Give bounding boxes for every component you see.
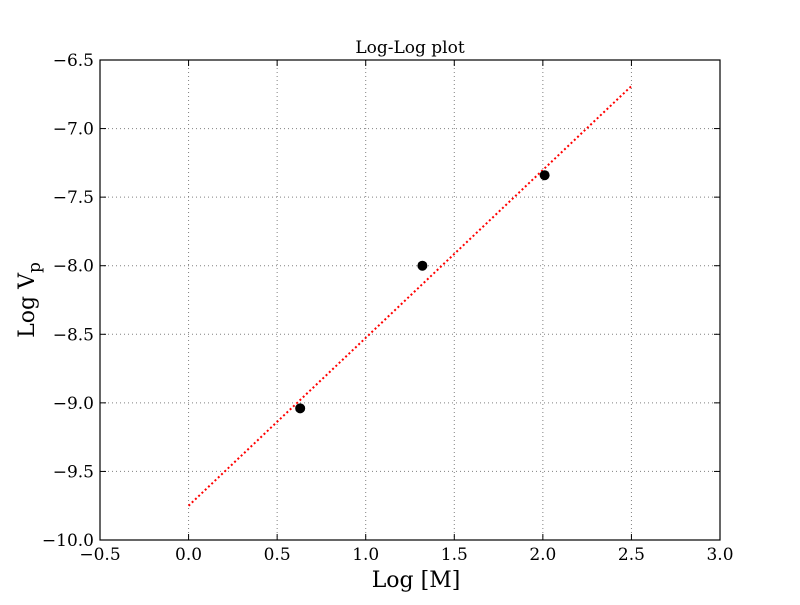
y-axis-title-main: Log V — [15, 272, 40, 338]
data-point — [295, 403, 306, 414]
x-tick-label: 2.0 — [529, 545, 556, 565]
y-tick-label: −7.0 — [53, 120, 94, 140]
y-tick-label: −9.5 — [53, 462, 94, 482]
x-tick-label: 2.5 — [618, 545, 645, 565]
x-axis-title: Log [M] — [372, 568, 461, 593]
data-point — [417, 260, 428, 271]
y-tick-label: −7.5 — [53, 188, 94, 208]
y-tick-label: −8.5 — [53, 325, 94, 345]
x-tick-label: 1.0 — [352, 545, 379, 565]
y-tick-label: −8.0 — [53, 257, 94, 277]
ticks: −0.5 0.0 0.5 1.0 1.5 2.0 2.5 3.0 −10.0 −9.5 −9.0 −8… — [42, 51, 734, 565]
grid — [100, 60, 720, 540]
y-tick-label: −9.0 — [53, 394, 94, 414]
x-tick-label: −0.5 — [79, 545, 120, 565]
y-tick-label: −10.0 — [42, 531, 94, 551]
x-tick-label: 1.5 — [441, 545, 468, 565]
x-tick-label: 0.5 — [264, 545, 291, 565]
series-layer — [187, 85, 633, 507]
data-point — [539, 170, 550, 181]
y-tick-label: −6.5 — [53, 51, 94, 71]
x-tick-label: 3.0 — [706, 545, 733, 565]
y-axis-title-subscript: p — [25, 262, 45, 273]
x-tick-label: 0.0 — [175, 545, 202, 565]
plot-frame — [99, 59, 721, 541]
chart-title: Log-Log plot — [355, 38, 465, 58]
fit-line — [187, 85, 633, 507]
y-axis-title: Log Vp — [15, 262, 45, 338]
